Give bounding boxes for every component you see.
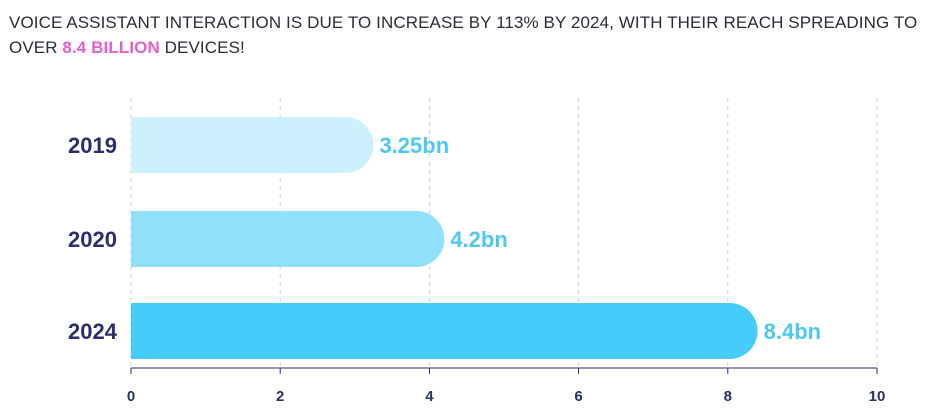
x-tick-label-4: 4 xyxy=(425,388,434,405)
value-label-2020: 4.2bn xyxy=(450,227,507,252)
category-label-2020: 2020 xyxy=(68,227,117,252)
value-label-2019: 3.25bn xyxy=(379,133,449,158)
bar-2020 xyxy=(131,211,445,267)
bar-2024 xyxy=(131,303,758,359)
headline-highlight: 8.4 BILLION xyxy=(62,38,160,57)
x-tick-label-6: 6 xyxy=(574,388,582,405)
chart-headline: VOICE ASSISTANT INTERACTION IS DUE TO IN… xyxy=(9,10,929,60)
bar-2019 xyxy=(131,117,374,173)
x-tick-label-10: 10 xyxy=(869,388,886,405)
x-tick-label-0: 0 xyxy=(127,388,135,405)
x-tick-label-8: 8 xyxy=(724,388,732,405)
headline-text-before: VOICE ASSISTANT INTERACTION IS DUE TO IN… xyxy=(9,13,918,57)
headline-text-after: DEVICES! xyxy=(159,38,245,57)
value-label-2024: 8.4bn xyxy=(764,319,821,344)
category-label-2024: 2024 xyxy=(68,319,118,344)
category-label-2019: 2019 xyxy=(68,133,117,158)
x-tick-label-2: 2 xyxy=(276,388,284,405)
